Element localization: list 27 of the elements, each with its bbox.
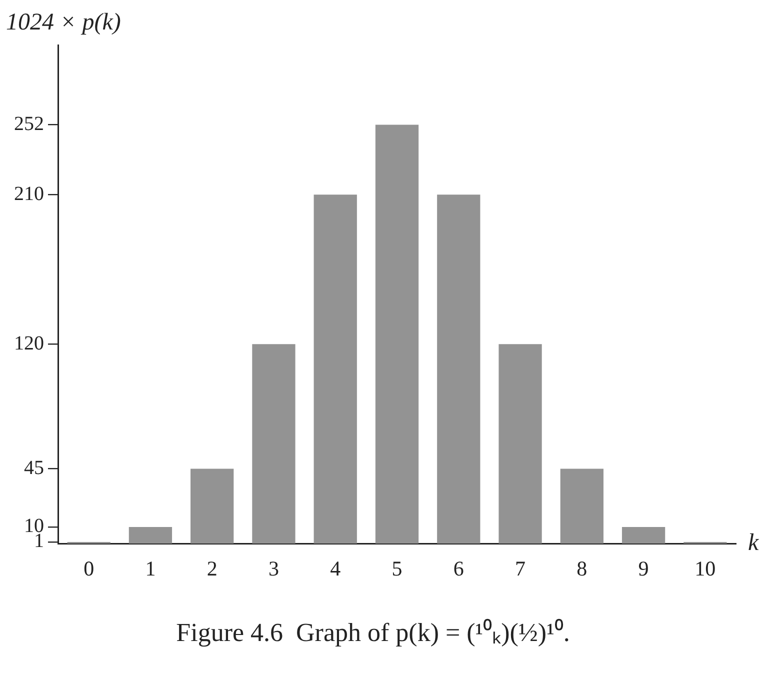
x-tick-label: 6: [453, 556, 464, 581]
x-tick-label: 0: [84, 556, 94, 581]
x-tick-label: 7: [515, 556, 526, 581]
x-tick-label: 1: [145, 556, 156, 581]
x-tick-label: 9: [638, 556, 649, 581]
bar: [375, 124, 419, 544]
bar: [622, 526, 666, 544]
y-tick-label: 45: [24, 457, 44, 480]
bar: [437, 194, 480, 544]
y-tick-label: 210: [14, 182, 44, 205]
x-tick-label: 4: [330, 556, 342, 581]
y-axis-title: 1024 × p(k): [6, 9, 121, 36]
x-tick-label: 3: [268, 556, 279, 581]
bar: [314, 194, 357, 544]
bar: [560, 468, 604, 544]
x-tick-label: 5: [392, 556, 402, 581]
bar: [498, 344, 542, 544]
bar: [252, 344, 296, 544]
x-tick-label: 8: [576, 556, 588, 581]
x-axis-title: k: [748, 530, 759, 556]
bar: [128, 526, 172, 544]
bar: [190, 468, 234, 544]
text: Figure 4.6 Graph of p(k) = (¹⁰ₖ)(½)¹⁰.: [176, 618, 570, 648]
x-tick-label: 2: [206, 556, 218, 581]
x-tick-label: 10: [694, 556, 716, 581]
y-tick-label: 120: [14, 332, 44, 354]
y-tick-label: 252: [14, 113, 44, 136]
